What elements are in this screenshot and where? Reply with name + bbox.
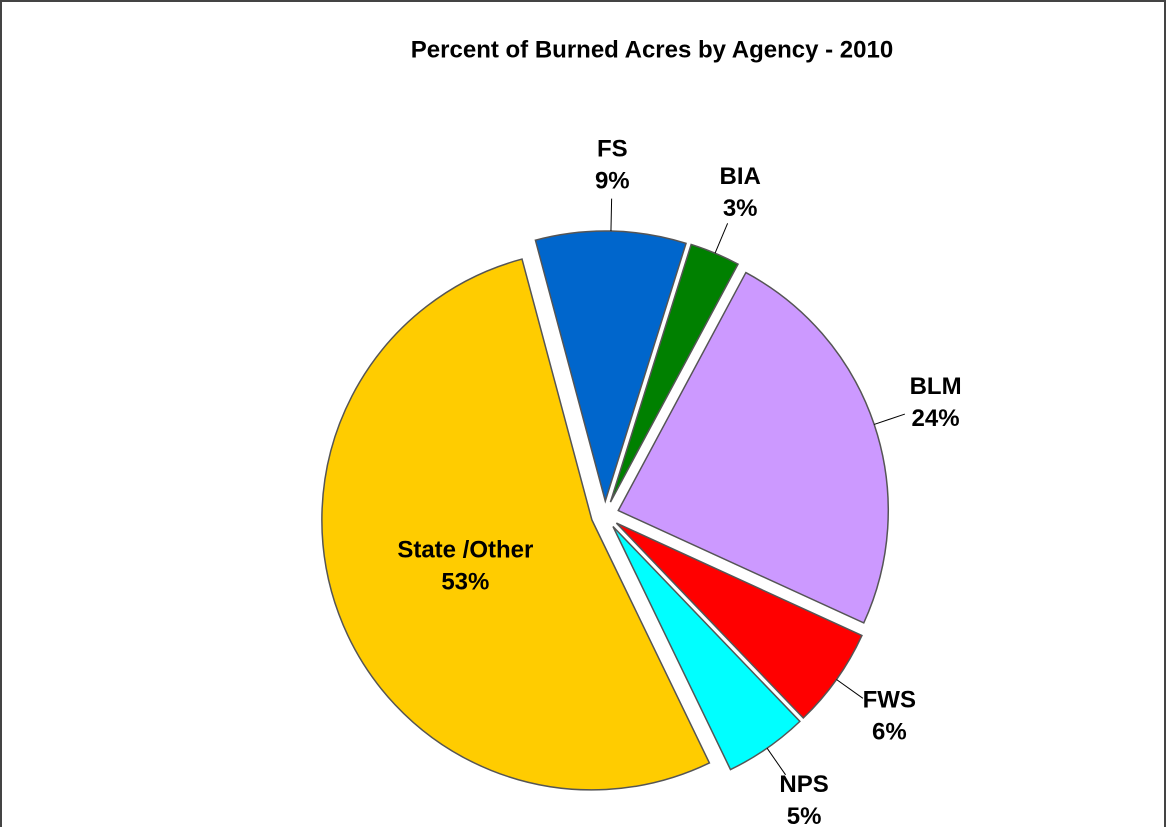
slice-value-label: 3% (723, 195, 758, 222)
chart-title: Percent of Burned Acres by Agency - 2010 (411, 36, 893, 63)
leader-line (874, 413, 906, 425)
leader-line (610, 198, 613, 232)
slice-value-label: 24% (912, 405, 960, 432)
slice-label: BLM (910, 373, 962, 400)
leader-line (766, 747, 786, 776)
pie-slice (321, 258, 711, 791)
slice-label: FS (597, 136, 628, 163)
slice-label: FWS (863, 686, 916, 713)
slice-label: BIA (719, 163, 760, 190)
pie-slice (617, 271, 889, 624)
pie-slice (612, 525, 801, 771)
slice-label: State /Other (397, 536, 533, 563)
slice-value-label: 9% (595, 168, 630, 195)
slice-label: NPS (779, 771, 828, 798)
slice-value-label: 53% (441, 568, 489, 595)
leader-line (714, 223, 729, 254)
slice-value-label: 5% (787, 803, 822, 827)
leader-line (836, 679, 864, 699)
slice-value-label: 6% (872, 718, 907, 745)
